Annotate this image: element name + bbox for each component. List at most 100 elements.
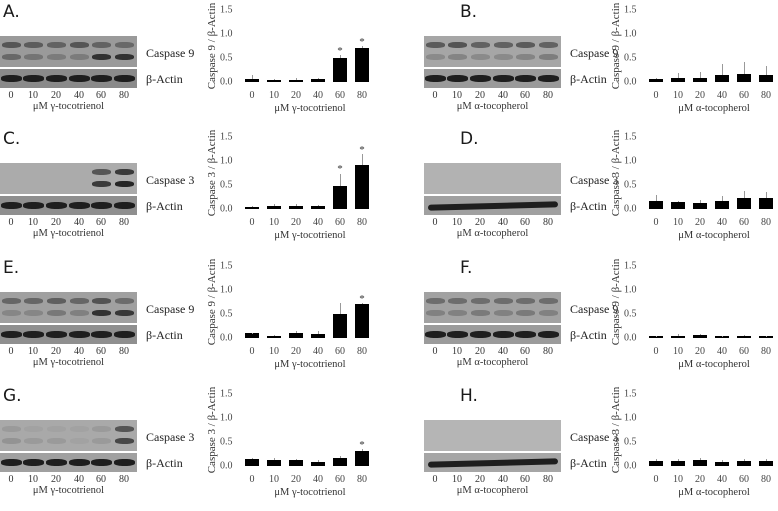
- bar: [267, 206, 281, 209]
- x-tick-label: 60: [335, 217, 345, 228]
- actin-label: β-Actin: [146, 72, 183, 87]
- bar: [715, 462, 729, 466]
- panel-letter: E.: [3, 258, 19, 278]
- lane-label: 40: [498, 474, 508, 485]
- y-tick-label: 0.5: [220, 53, 233, 64]
- blot-band: [115, 310, 134, 316]
- caspase-blot-image: [0, 163, 137, 194]
- blot-band: [2, 181, 21, 187]
- error-bar: [722, 460, 723, 462]
- lane-label: 60: [96, 346, 106, 357]
- bar: [267, 336, 281, 338]
- error-bar: [340, 303, 341, 314]
- bar: [355, 304, 369, 338]
- lane-label: 20: [51, 474, 61, 485]
- y-tick-label: 0.5: [220, 309, 233, 320]
- y-tick-label: 1.0: [220, 29, 233, 40]
- caspase-blot-image: [424, 292, 561, 323]
- plot-area: [644, 137, 778, 209]
- actin-band: [470, 75, 491, 82]
- error-bar: [744, 191, 745, 199]
- lane-label: 10: [452, 217, 462, 228]
- blot-treatment-label: μM α-tocopherol: [424, 485, 561, 496]
- lane-label: 40: [74, 90, 84, 101]
- x-tick-label: 10: [269, 217, 279, 228]
- x-tick-label: 60: [739, 217, 749, 228]
- significance-marker: *: [359, 293, 365, 305]
- panel-letter: F.: [460, 258, 472, 278]
- actin-band: [114, 459, 135, 466]
- y-axis-label: Caspase 3 / β-Actin: [206, 123, 218, 223]
- y-tick-label: 1.5: [624, 389, 637, 400]
- actin-blot-image: [0, 196, 137, 215]
- actin-band: [1, 459, 22, 466]
- blot-band: [2, 426, 21, 432]
- x-tick-label: 0: [250, 474, 255, 485]
- bar: [737, 198, 751, 209]
- blot-band: [115, 298, 134, 304]
- blot-treatment-label: μM γ-tocotrienol: [0, 228, 137, 239]
- blot-band: [494, 181, 513, 187]
- bar: [333, 186, 347, 209]
- blot-band: [516, 169, 535, 175]
- x-tick-label: 40: [313, 90, 323, 101]
- blot-band: [539, 181, 558, 187]
- blot-band: [115, 438, 134, 444]
- error-bar: [744, 335, 745, 336]
- error-bar: [252, 458, 253, 459]
- actin-blot-image: [424, 325, 561, 344]
- y-tick-label: 1.5: [624, 5, 637, 16]
- blot-band: [448, 169, 467, 175]
- x-tick-label: 80: [761, 217, 771, 228]
- error-bar: [700, 334, 701, 335]
- blot-band: [92, 310, 111, 316]
- x-tick-label: 0: [250, 217, 255, 228]
- error-bar: [296, 204, 297, 206]
- lane-label: 20: [51, 90, 61, 101]
- error-bar: [252, 75, 253, 78]
- x-tick-label: 40: [717, 346, 727, 357]
- bar: [245, 333, 259, 338]
- x-tick-label: 10: [673, 217, 683, 228]
- actin-label: β-Actin: [146, 456, 183, 471]
- x-tick-label: 20: [291, 346, 301, 357]
- blot-band: [516, 54, 535, 60]
- lane-label: 10: [452, 474, 462, 485]
- blot-treatment-label: μM γ-tocotrienol: [0, 101, 137, 112]
- blot-band: [516, 310, 535, 316]
- blot-band: [426, 181, 445, 187]
- y-tick-label: 1.5: [220, 389, 233, 400]
- blot-treatment-label: μM γ-tocotrienol: [0, 357, 137, 368]
- actin-label: β-Actin: [146, 328, 183, 343]
- bar: [671, 78, 685, 82]
- actin-band: [493, 75, 514, 82]
- error-bar: [678, 73, 679, 78]
- lane-label: 40: [74, 346, 84, 357]
- blot-band: [47, 310, 66, 316]
- western-blot: [424, 36, 561, 88]
- plot-area: *: [240, 394, 380, 466]
- actin-band: [447, 331, 468, 338]
- caspase-blot-image: [424, 420, 561, 451]
- actin-band: [23, 75, 44, 82]
- blot-band: [47, 298, 66, 304]
- blot-band: [494, 310, 513, 316]
- x-axis-label: μM α-tocopherol: [644, 230, 778, 241]
- y-axis-label: Caspase 3 / β-Actin: [206, 380, 218, 480]
- error-bar: [318, 331, 319, 334]
- lane-label: 20: [51, 346, 61, 357]
- x-tick-label: 10: [269, 346, 279, 357]
- lane-label: 60: [520, 346, 530, 357]
- panel-letter: D.: [460, 129, 479, 149]
- actin-band: [69, 202, 90, 209]
- y-tick-label: 1.0: [220, 285, 233, 296]
- bar: [759, 336, 773, 338]
- blot-band: [539, 42, 558, 48]
- y-axis-label: Caspase 9 / β-Actin: [610, 252, 622, 352]
- error-bar: [318, 205, 319, 206]
